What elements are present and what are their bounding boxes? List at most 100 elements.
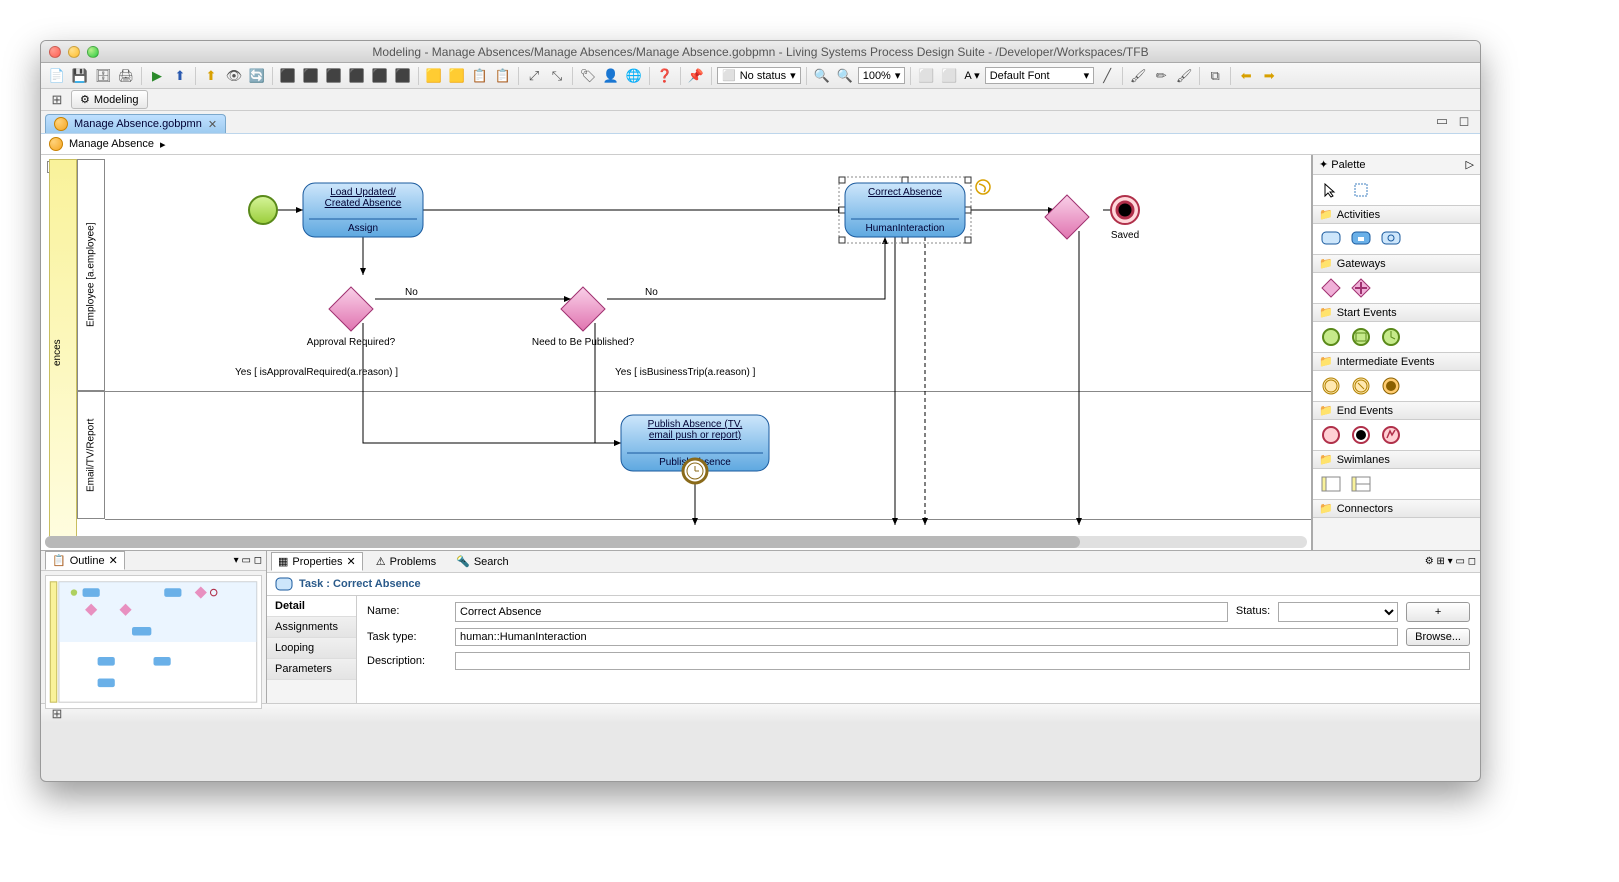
layers-icon[interactable]: ⧉ [1205, 66, 1225, 86]
palette-drawer[interactable]: Swimlanes [1313, 451, 1480, 469]
looping-tab[interactable]: Looping [267, 638, 356, 659]
debug-icon[interactable]: ⬆ [170, 66, 190, 86]
zoom-combo[interactable]: 100%▾ [858, 67, 906, 84]
fill-icon[interactable]: ⬜ [916, 66, 936, 86]
copy-style-icon[interactable]: 📋 [470, 66, 490, 86]
palette-item[interactable] [1319, 424, 1343, 446]
chevron-right-icon: ▸ [160, 138, 166, 151]
palette-drawer[interactable]: End Events [1313, 402, 1480, 420]
upload-icon[interactable]: ⬆ [201, 66, 221, 86]
back-nav-icon[interactable]: ⬅ [1236, 66, 1256, 86]
globe-icon[interactable]: 🌐 [624, 66, 644, 86]
new-icon[interactable]: 📄 [47, 66, 67, 86]
palette-item[interactable] [1319, 326, 1343, 348]
palette-item[interactable] [1379, 424, 1403, 446]
svg-text:Approval Required?: Approval Required? [307, 337, 396, 348]
print-icon[interactable]: 🖨 [116, 66, 136, 86]
name-field[interactable] [455, 602, 1228, 622]
tag-icon[interactable]: 🏷 [578, 66, 598, 86]
palette-drawer[interactable]: Gateways [1313, 255, 1480, 273]
outline-thumbnail[interactable] [45, 575, 262, 709]
refresh-icon[interactable]: 🔄 [247, 66, 267, 86]
save-all-icon[interactable]: 🗄 [93, 66, 113, 86]
svg-text:Correct Absence: Correct Absence [868, 187, 942, 198]
align-right-icon[interactable]: ⬛ [324, 66, 344, 86]
perspective-modeling[interactable]: ⚙ Modeling [71, 90, 148, 109]
properties-tab[interactable]: ▦ Properties ✕ [271, 552, 363, 571]
save-icon[interactable]: 💾 [70, 66, 90, 86]
align-bot-icon[interactable]: ⬛ [393, 66, 413, 86]
pin-icon[interactable]: 📌 [686, 66, 706, 86]
user-icon[interactable]: 👤 [601, 66, 621, 86]
palette-drawer[interactable]: Activities [1313, 206, 1480, 224]
palette-item[interactable] [1379, 375, 1403, 397]
description-field[interactable] [455, 652, 1470, 670]
add-status-button[interactable]: + [1406, 602, 1470, 622]
front-icon[interactable]: 🟨 [424, 66, 444, 86]
palette-item[interactable] [1349, 326, 1373, 348]
status-combo[interactable]: ⬜No status▾ [717, 67, 801, 84]
canvas[interactable]: − ences Employee [a.employee]Email/TV/Re… [41, 155, 1312, 550]
h-scrollbar[interactable] [45, 536, 1307, 548]
problems-tab[interactable]: ⚠ Problems [369, 552, 443, 571]
palette-item[interactable] [1379, 228, 1403, 250]
close-tab-icon[interactable]: ✕ [208, 118, 217, 131]
tasktype-field[interactable] [455, 628, 1398, 646]
view-menu-icon[interactable]: ▾ ▭ ◻ [234, 555, 262, 566]
maximize-view-icon[interactable]: ◻ [1454, 111, 1474, 131]
palette-item[interactable] [1319, 473, 1343, 495]
palette-item[interactable] [1349, 277, 1373, 299]
detail-tab[interactable]: Detail [267, 596, 356, 617]
run-icon[interactable]: ▶ [147, 66, 167, 86]
help-icon[interactable]: ❓ [655, 66, 675, 86]
marquee-tool-icon[interactable] [1349, 179, 1373, 201]
fit-icon[interactable]: ⤡ [547, 66, 567, 86]
palette-drawer[interactable]: Intermediate Events [1313, 353, 1480, 371]
palette-drawer[interactable]: Start Events [1313, 304, 1480, 322]
assignments-tab[interactable]: Assignments [267, 617, 356, 638]
resize-icon[interactable]: ⤢ [524, 66, 544, 86]
lane-header[interactable]: Employee [a.employee] [77, 159, 105, 391]
palette-item[interactable] [1319, 228, 1343, 250]
open-perspective-icon[interactable]: ⊞ [47, 90, 67, 110]
zoom-out-icon[interactable]: 🔍 [835, 66, 855, 86]
search-tab[interactable]: 🔦 Search [449, 552, 516, 571]
outline-tab[interactable]: 📋 Outline ✕ [45, 551, 125, 570]
align-mid-icon[interactable]: ⬛ [370, 66, 390, 86]
select-tool-icon[interactable] [1319, 179, 1343, 201]
minimize-view-icon[interactable]: ▭ [1432, 111, 1452, 131]
font-combo[interactable]: Default Font▾ [985, 67, 1094, 84]
bucket-icon[interactable]: 🖌 [1128, 66, 1148, 86]
status-combo-field[interactable] [1278, 602, 1398, 622]
zoom-in-icon[interactable]: 🔍 [812, 66, 832, 86]
pool-header[interactable]: ences [49, 159, 77, 546]
palette-item[interactable] [1379, 326, 1403, 348]
parameters-tab[interactable]: Parameters [267, 659, 356, 680]
browse-button[interactable]: Browse... [1406, 628, 1470, 646]
align-left-icon[interactable]: ⬛ [278, 66, 298, 86]
palette-drawer[interactable]: Connectors [1313, 500, 1480, 518]
line-icon[interactable]: ⬜ [939, 66, 959, 86]
line-style-icon[interactable]: ╱ [1097, 66, 1117, 86]
palette-panel: ✦ Palette ▷ ActivitiesGatewaysStart Even… [1312, 155, 1480, 550]
brush-icon[interactable]: 🖌 [1174, 66, 1194, 86]
palette-item[interactable] [1349, 424, 1373, 446]
palette-collapse-icon[interactable]: ▷ [1466, 158, 1474, 171]
palette-item[interactable] [1349, 473, 1373, 495]
back-icon[interactable]: 🟨 [447, 66, 467, 86]
fwd-nav-icon[interactable]: ➡ [1259, 66, 1279, 86]
palette-item[interactable] [1349, 228, 1373, 250]
palette-item[interactable] [1349, 375, 1373, 397]
paste-style-icon[interactable]: 📋 [493, 66, 513, 86]
pen-icon[interactable]: ✏ [1151, 66, 1171, 86]
align-top-icon[interactable]: ⬛ [347, 66, 367, 86]
align-center-icon[interactable]: ⬛ [301, 66, 321, 86]
lane-header[interactable]: Email/TV/Report [77, 391, 105, 519]
breadcrumb-text[interactable]: Manage Absence [69, 138, 154, 150]
props-view-menu-icon[interactable]: ⚙ ⊞ ▾ ▭ ◻ [1425, 556, 1476, 567]
show-icon[interactable]: 👁 [224, 66, 244, 86]
palette-item[interactable] [1319, 277, 1343, 299]
editor-tab-bar: Manage Absence.gobpmn ✕ ▭ ◻ [41, 111, 1480, 133]
editor-tab[interactable]: Manage Absence.gobpmn ✕ [45, 114, 226, 133]
palette-item[interactable] [1319, 375, 1343, 397]
